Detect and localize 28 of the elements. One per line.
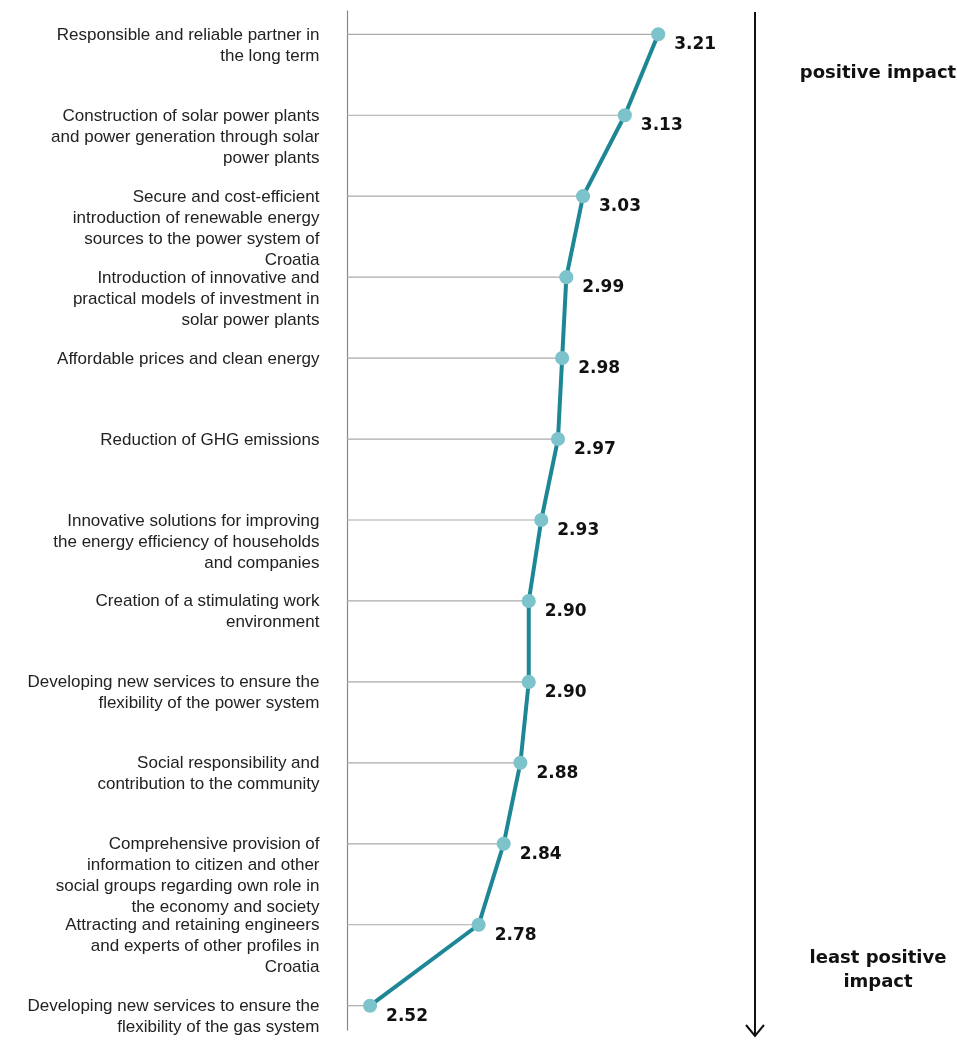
y-tick-label: Social responsibility and contribution to the community	[97, 753, 320, 794]
data-label: 2.84	[519, 842, 562, 863]
y-tick-label: Innovative solutions for improving the energy efficiency of households and companies	[53, 510, 320, 572]
data-label: 2.98	[578, 357, 621, 378]
data-label: 2.90	[544, 680, 587, 701]
y-tick-label: Attracting and retaining engineers and experts of other profiles in Croatia	[65, 915, 321, 977]
data-label: 2.97	[573, 438, 616, 459]
y-tick-label: Reduction of GHG emissions	[100, 429, 320, 449]
y-tick-label: Developing new services to ensure the flexibility of the power system	[27, 672, 320, 713]
y-tick-label: Comprehensive provision of information to citizen and other social groups regarding own role in the economy and society	[55, 834, 320, 917]
data-label: 2.93	[557, 519, 600, 539]
data-label: 2.52	[386, 1004, 429, 1025]
data-label: 2.90	[544, 599, 587, 620]
data-label: 3.21	[674, 33, 717, 54]
text: positive impact	[798, 60, 957, 84]
y-tick-label: Secure and cost-efficient introduction of renewable energy sources to the power system of Croatia	[72, 186, 321, 269]
data-label: 3.13	[640, 114, 683, 135]
y-tick-label: Introduction of innovative and practical models of investment in solar power plants	[72, 267, 320, 329]
data-label: 2.78	[494, 923, 537, 944]
data-label: 2.99	[582, 276, 625, 297]
y-tick-label: Developing new services to ensure the flexibility of the gas system	[27, 996, 320, 1037]
y-tick-label: Responsible and reliable partner in the long term	[56, 24, 320, 65]
data-label: 2.88	[536, 761, 579, 782]
y-tick-label: Affordable prices and clean energy	[57, 348, 320, 368]
y-tick-label: Creation of a stimulating work environment	[95, 591, 320, 632]
data-label: 3.03	[599, 195, 641, 216]
text: least positive impact	[808, 945, 948, 994]
y-tick-label: Construction of solar power plants and power generation through solar power plants	[51, 105, 320, 167]
